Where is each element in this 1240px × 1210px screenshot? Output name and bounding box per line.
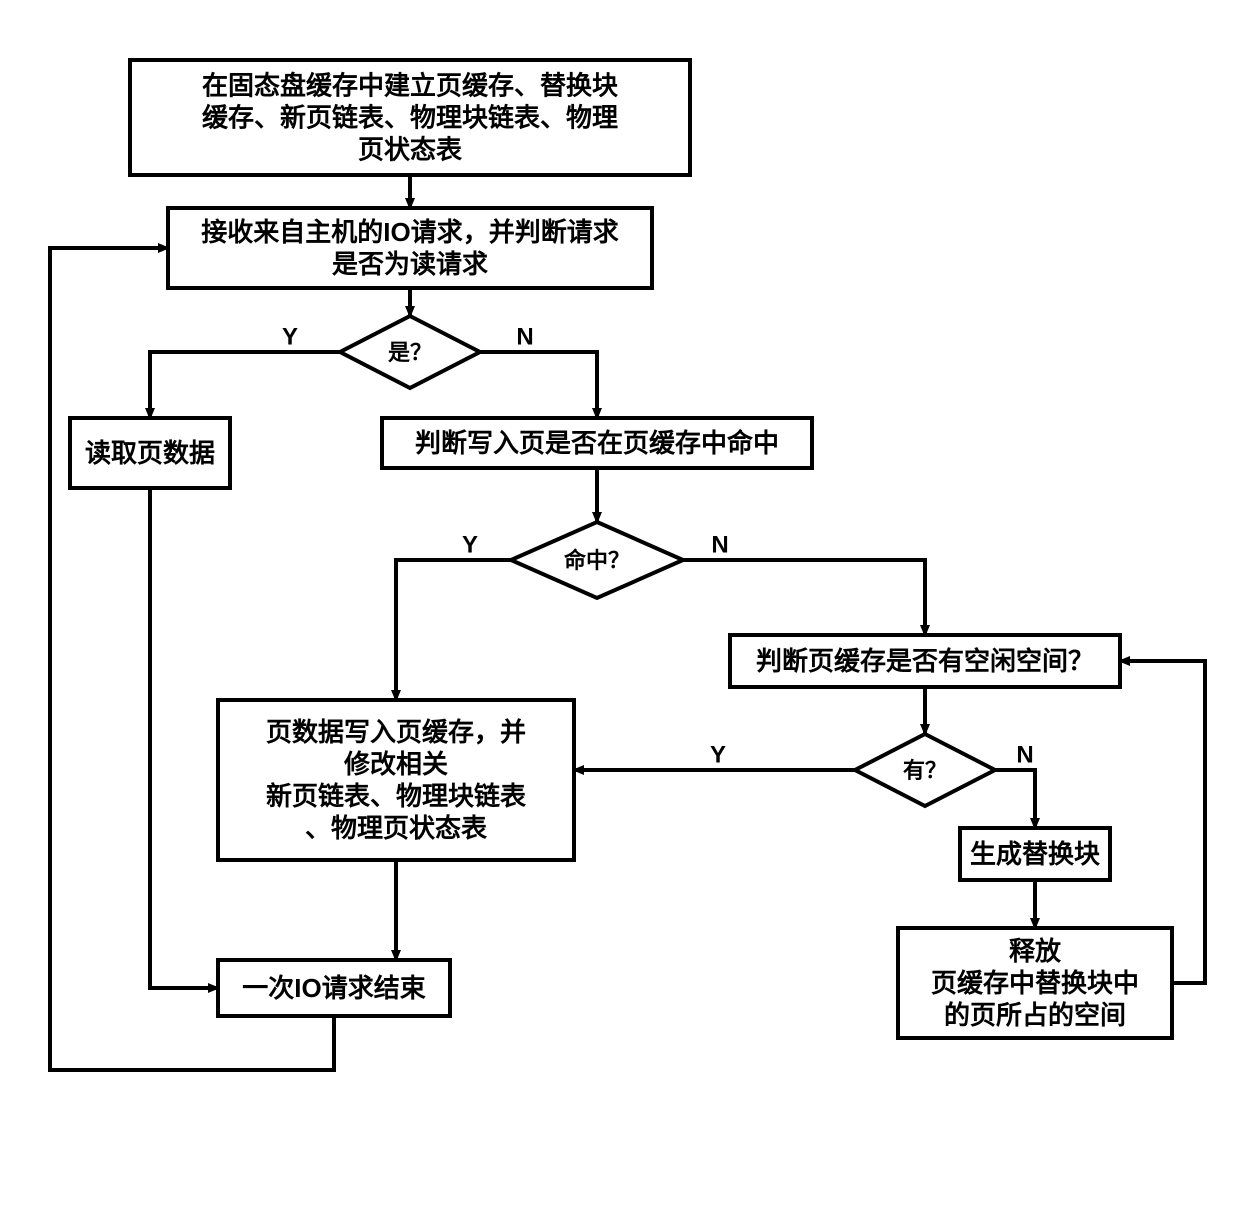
- nodes-layer: 在固态盘缓存中建立页缓存、替换块缓存、新页链表、物理块链表、物理页状态表接收来自…: [70, 60, 1172, 1038]
- flow-box-text: 判断写入页是否在页缓存中命中: [415, 428, 779, 458]
- flow-box-text: 接收来自主机的IO请求，并判断请求: [201, 217, 618, 247]
- flow-box-text: 是否为读请求: [332, 249, 488, 279]
- edge: [995, 770, 1035, 828]
- flow-box-text: 在固态盘缓存中建立页缓存、替换块: [202, 70, 618, 100]
- edge: [150, 488, 218, 988]
- flow-box-text: 生成替换块: [970, 839, 1100, 869]
- edge-label: N: [1016, 741, 1033, 768]
- flow-box-text: 释放: [1009, 936, 1062, 966]
- flow-decision-text: 有？: [903, 758, 947, 783]
- flow-box-text: 缓存、新页链表、物理块链表、物理: [202, 102, 618, 132]
- edge: [396, 560, 511, 700]
- edge-label: N: [711, 531, 728, 558]
- edge-label: Y: [462, 531, 478, 558]
- edge-label: Y: [710, 741, 726, 768]
- flow-box-text: 的页所占的空间: [944, 1000, 1126, 1030]
- flow-box-text: 页缓存中替换块中: [931, 968, 1139, 998]
- edge: [50, 248, 334, 1070]
- flow-box-text: 修改相关: [343, 749, 448, 779]
- flow-box-text: 判断页缓存是否有空闲空间？: [756, 646, 1094, 676]
- flow-decision-text: 命中？: [564, 548, 630, 573]
- flow-box-text: 页状态表: [358, 134, 463, 164]
- flow-box-text: 读取页数据: [85, 438, 215, 468]
- edge: [150, 352, 340, 418]
- edge: [683, 560, 925, 635]
- edge-label: N: [516, 323, 533, 350]
- flow-decision-text: 是？: [388, 340, 432, 365]
- flow-box-text: 页数据写入页缓存，并: [266, 717, 526, 747]
- edge-label: Y: [282, 323, 298, 350]
- flow-box-text: 一次IO请求结束: [242, 973, 426, 1003]
- edge: [480, 352, 597, 418]
- flow-box-text: 新页链表、物理块链表: [266, 781, 527, 811]
- flow-box-text: 、物理页状态表: [305, 813, 488, 843]
